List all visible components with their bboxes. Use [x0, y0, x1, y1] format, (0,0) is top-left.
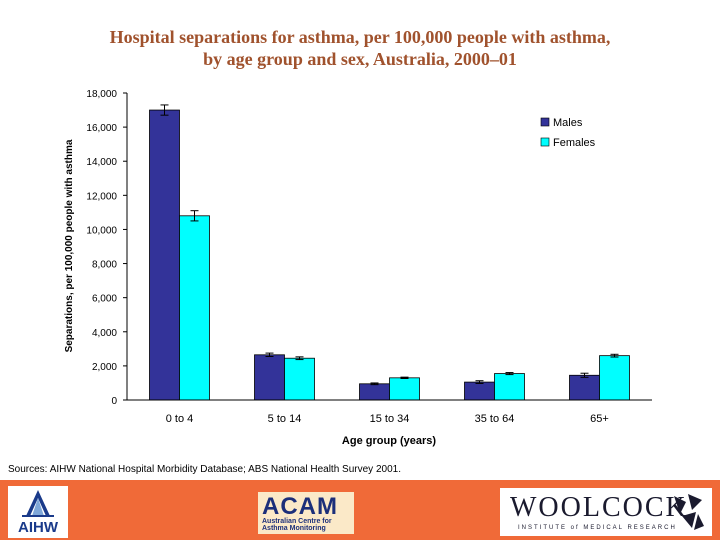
chart-title-line-2: by age group and sex, Australia, 2000–01	[203, 49, 517, 69]
error-bar	[505, 372, 514, 376]
footer-bar: AIHW ACAM Australian Centre for Asthma M…	[0, 480, 720, 540]
aihw-emblem-icon	[22, 490, 54, 517]
error-bar	[400, 376, 409, 380]
bar-females	[284, 357, 315, 401]
bar-females	[599, 355, 630, 401]
acam-subtitle: Australian Centre for Asthma Monitoring	[262, 518, 332, 532]
y-tick-label: 18,000	[86, 89, 117, 100]
legend-label-males: Males	[553, 117, 583, 129]
bar-males	[149, 109, 180, 401]
aihw-logo: AIHW	[8, 486, 68, 538]
error-bar	[190, 210, 199, 222]
legend-label-females: Females	[553, 137, 596, 149]
x-axis-label: Age group (years)	[342, 435, 436, 447]
bar-males	[569, 374, 600, 401]
error-bar	[370, 382, 379, 386]
chart-title-line-1: Hospital separations for asthma, per 100…	[109, 27, 611, 47]
y-tick-label: 14,000	[86, 157, 117, 168]
bar-males	[359, 383, 390, 401]
y-tick-label: 4,000	[92, 328, 117, 339]
bar-females	[179, 215, 210, 401]
bar-females	[494, 373, 525, 401]
chart-title: Hospital separations for asthma, per 100…	[0, 26, 720, 70]
error-bar	[160, 104, 169, 116]
x-tick-label: 15 to 34	[370, 413, 410, 425]
sources-note: Sources: AIHW National Hospital Morbidit…	[8, 464, 401, 475]
y-tick-label: 6,000	[92, 294, 117, 305]
error-bar	[475, 380, 484, 384]
woolcock-label: WOOLCOCK	[510, 492, 688, 523]
woolcock-logo: WOOLCOCK INSTITUTE of MEDICAL RESEARCH	[500, 488, 712, 536]
y-tick-label: 10,000	[86, 225, 117, 236]
bar-males	[464, 381, 495, 401]
aihw-label: AIHW	[18, 519, 58, 536]
y-tick-label: 8,000	[92, 260, 117, 271]
x-tick-label: 0 to 4	[166, 413, 194, 425]
bar-females	[389, 377, 420, 401]
error-bar	[610, 353, 619, 358]
x-tick-label: 35 to 64	[475, 413, 515, 425]
y-tick-label: 0	[111, 396, 117, 407]
acam-logo: ACAM Australian Centre for Asthma Monito…	[258, 492, 354, 534]
error-bar	[580, 372, 589, 378]
error-bar	[295, 356, 304, 361]
bar-males	[254, 354, 285, 401]
woolcock-emblem-icon	[674, 494, 704, 530]
x-tick-label: 5 to 14	[268, 413, 302, 425]
acam-label: ACAM	[262, 493, 338, 520]
y-tick-label: 16,000	[86, 123, 117, 134]
woolcock-subtitle: INSTITUTE of MEDICAL RESEARCH	[518, 525, 677, 531]
y-tick-label: 12,000	[86, 191, 117, 202]
legend-swatch-females	[540, 137, 550, 147]
bar-chart: 0 2,000 4,000 6,000 8,000 10,000 12,000 14,000 1…	[64, 89, 652, 447]
y-axis-label: Separations, per 100,000 people with ast…	[64, 139, 75, 352]
x-tick-label: 65+	[590, 413, 609, 425]
legend-swatch-males	[540, 117, 550, 127]
error-bar	[265, 352, 274, 358]
y-tick-label: 2,000	[92, 362, 117, 373]
